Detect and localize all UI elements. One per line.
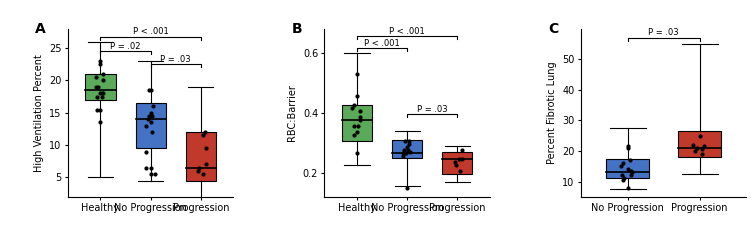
Bar: [392, 140, 422, 158]
Bar: [443, 152, 472, 174]
Text: P = .02: P = .02: [110, 42, 141, 51]
Bar: [185, 132, 216, 181]
Bar: [136, 103, 166, 148]
Bar: [606, 159, 649, 179]
Text: C: C: [548, 22, 558, 36]
Y-axis label: Percent Fibrotic Lung: Percent Fibrotic Lung: [547, 61, 556, 164]
Text: A: A: [35, 22, 45, 36]
Text: P < .001: P < .001: [364, 39, 400, 48]
Bar: [342, 105, 372, 141]
Y-axis label: High Ventilation Percent: High Ventilation Percent: [34, 54, 44, 172]
Bar: [85, 74, 115, 100]
Text: P < .001: P < .001: [133, 27, 168, 36]
Text: B: B: [291, 22, 302, 36]
Bar: [678, 131, 722, 157]
Text: P = .03: P = .03: [417, 105, 448, 114]
Text: P < .001: P < .001: [389, 27, 425, 36]
Y-axis label: RBC:Barrier: RBC:Barrier: [287, 84, 297, 141]
Text: P = .03: P = .03: [648, 28, 679, 37]
Text: P = .03: P = .03: [161, 55, 191, 64]
